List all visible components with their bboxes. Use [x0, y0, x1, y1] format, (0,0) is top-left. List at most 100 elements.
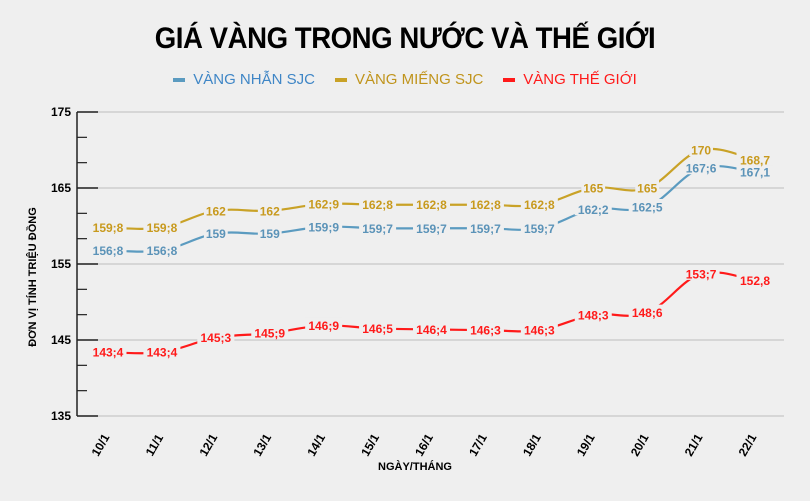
legend-label: VÀNG MIẾNG SJC	[354, 71, 484, 88]
chart-legend: VÀNG NHẪN SJC VÀNG MIẾNG SJC VÀNG THẾ GI…	[0, 71, 810, 88]
series-2: 143;4 143;4 145;3 145;9 146;9 146;5 146;4 146;3…	[89, 265, 774, 360]
label-bg	[143, 344, 181, 359]
data-label: 146;5	[362, 322, 393, 336]
data-label: 162;8	[524, 198, 555, 212]
data-label: 165	[637, 182, 657, 196]
series-1: 159;8 159;8 162 162 162;9 162;8 162;8 162;8 162;…	[89, 142, 774, 235]
data-label: 146;4	[416, 323, 447, 337]
y-tick-label: 135	[51, 409, 71, 423]
label-bg	[466, 322, 504, 337]
label-bg	[413, 321, 450, 336]
label-bg	[736, 272, 774, 287]
label-bg	[305, 317, 343, 332]
data-label: 167;6	[686, 162, 717, 176]
legend-swatch-icon	[173, 77, 186, 82]
label-bg	[257, 225, 282, 240]
x-tick-label: 11/1	[143, 431, 167, 458]
label-bg	[257, 202, 282, 217]
label-bg	[203, 202, 228, 217]
legend-item-vang-the-gioi[interactable]: VÀNG THẾ GIỚI	[503, 71, 637, 88]
label-bg	[682, 160, 720, 175]
legend-label: VÀNG NHẪN SJC	[193, 71, 315, 88]
label-bg	[413, 220, 450, 235]
legend-swatch-icon	[503, 77, 516, 82]
gridlines	[77, 111, 784, 417]
x-tick-label: 13/1	[250, 431, 274, 459]
label-bg	[466, 220, 504, 235]
legend-item-vang-mieng-sjc[interactable]: VÀNG MIẾNG SJC	[334, 71, 484, 88]
label-bg	[574, 306, 612, 321]
label-bg	[203, 225, 228, 240]
x-tick-label: 20/1	[628, 431, 652, 459]
label-bg	[89, 242, 127, 257]
y-tick-label: 175	[51, 105, 71, 119]
data-label: 162;8	[470, 198, 501, 212]
data-label: 162;5	[632, 201, 663, 215]
label-bg	[143, 242, 181, 257]
data-label: 162	[206, 204, 226, 218]
data-label: 146;9	[308, 319, 339, 333]
label-bg	[359, 220, 397, 235]
label-bg	[682, 265, 720, 280]
data-label: 156;8	[93, 244, 124, 258]
x-tick-label: 19/1	[574, 431, 598, 459]
label-bg	[574, 201, 612, 216]
x-tick-label: 21/1	[682, 431, 706, 459]
x-tick-label: 16/1	[412, 431, 436, 459]
data-label: 159;7	[416, 222, 447, 236]
label-bg	[520, 196, 558, 211]
label-bg	[581, 180, 606, 194]
data-label: 148;3	[578, 308, 609, 322]
data-label: 146;3	[524, 324, 555, 338]
data-label: 162;8	[416, 198, 447, 212]
label-bg	[736, 164, 774, 179]
label-bg	[89, 344, 127, 359]
data-label: 162;9	[308, 197, 339, 211]
data-label: 159	[260, 227, 280, 241]
label-bg	[305, 218, 343, 233]
label-bg	[520, 322, 558, 337]
data-label: 168,7	[740, 153, 770, 167]
label-bg	[413, 196, 450, 211]
legend-item-vang-nhan-sjc[interactable]: VÀNG NHẪN SJC	[173, 71, 315, 88]
data-label: 159;8	[147, 221, 178, 235]
data-label: 165	[583, 182, 603, 196]
data-label: 159;7	[470, 222, 501, 236]
y-tick-label: 165	[51, 181, 71, 195]
series-0: 156;8 156;8 159 159 159;9 159;7 159;7 159;7 159;…	[89, 160, 774, 258]
data-label: 145;3	[200, 331, 231, 345]
data-label: 162	[260, 204, 280, 218]
label-bg	[197, 329, 235, 344]
data-label: 146;3	[470, 324, 501, 338]
data-label: 145;9	[254, 327, 285, 341]
label-bg	[251, 325, 289, 340]
x-tick-label: 10/1	[89, 431, 113, 459]
label-bg	[628, 304, 666, 319]
label-bg	[143, 219, 181, 234]
data-label: 170	[691, 144, 711, 158]
data-label: 159	[206, 227, 226, 241]
x-tick-label: 17/1	[466, 431, 490, 459]
x-tick-label: 18/1	[520, 431, 544, 459]
data-label: 159;7	[362, 222, 393, 236]
data-label: 159;8	[93, 221, 124, 235]
x-axis-title: NGÀY/THÁNG	[378, 461, 452, 473]
x-axis-labels: 10/1 11/1 12/1 13/1 14/1 15/1 16/1 17/1 18/1 19/1…	[89, 431, 760, 459]
legend-label: VÀNG THẾ GIỚI	[523, 71, 637, 88]
label-bg	[305, 195, 343, 210]
x-tick-label: 22/1	[736, 431, 760, 459]
chart-title: GIÁ VÀNG TRONG NƯỚC VÀ THẾ GIỚI	[154, 22, 656, 55]
data-label: 152,8	[740, 274, 770, 288]
data-label: 162;8	[362, 198, 393, 212]
label-bg	[689, 142, 713, 156]
x-tick-label: 14/1	[304, 431, 328, 459]
label-bg	[359, 320, 397, 335]
label-bg	[628, 199, 666, 213]
legend-swatch-icon	[334, 77, 347, 82]
data-label: 167,1	[740, 166, 770, 180]
label-bg	[635, 180, 660, 194]
data-label: 153;7	[686, 267, 717, 281]
data-label: 159;7	[524, 222, 555, 236]
